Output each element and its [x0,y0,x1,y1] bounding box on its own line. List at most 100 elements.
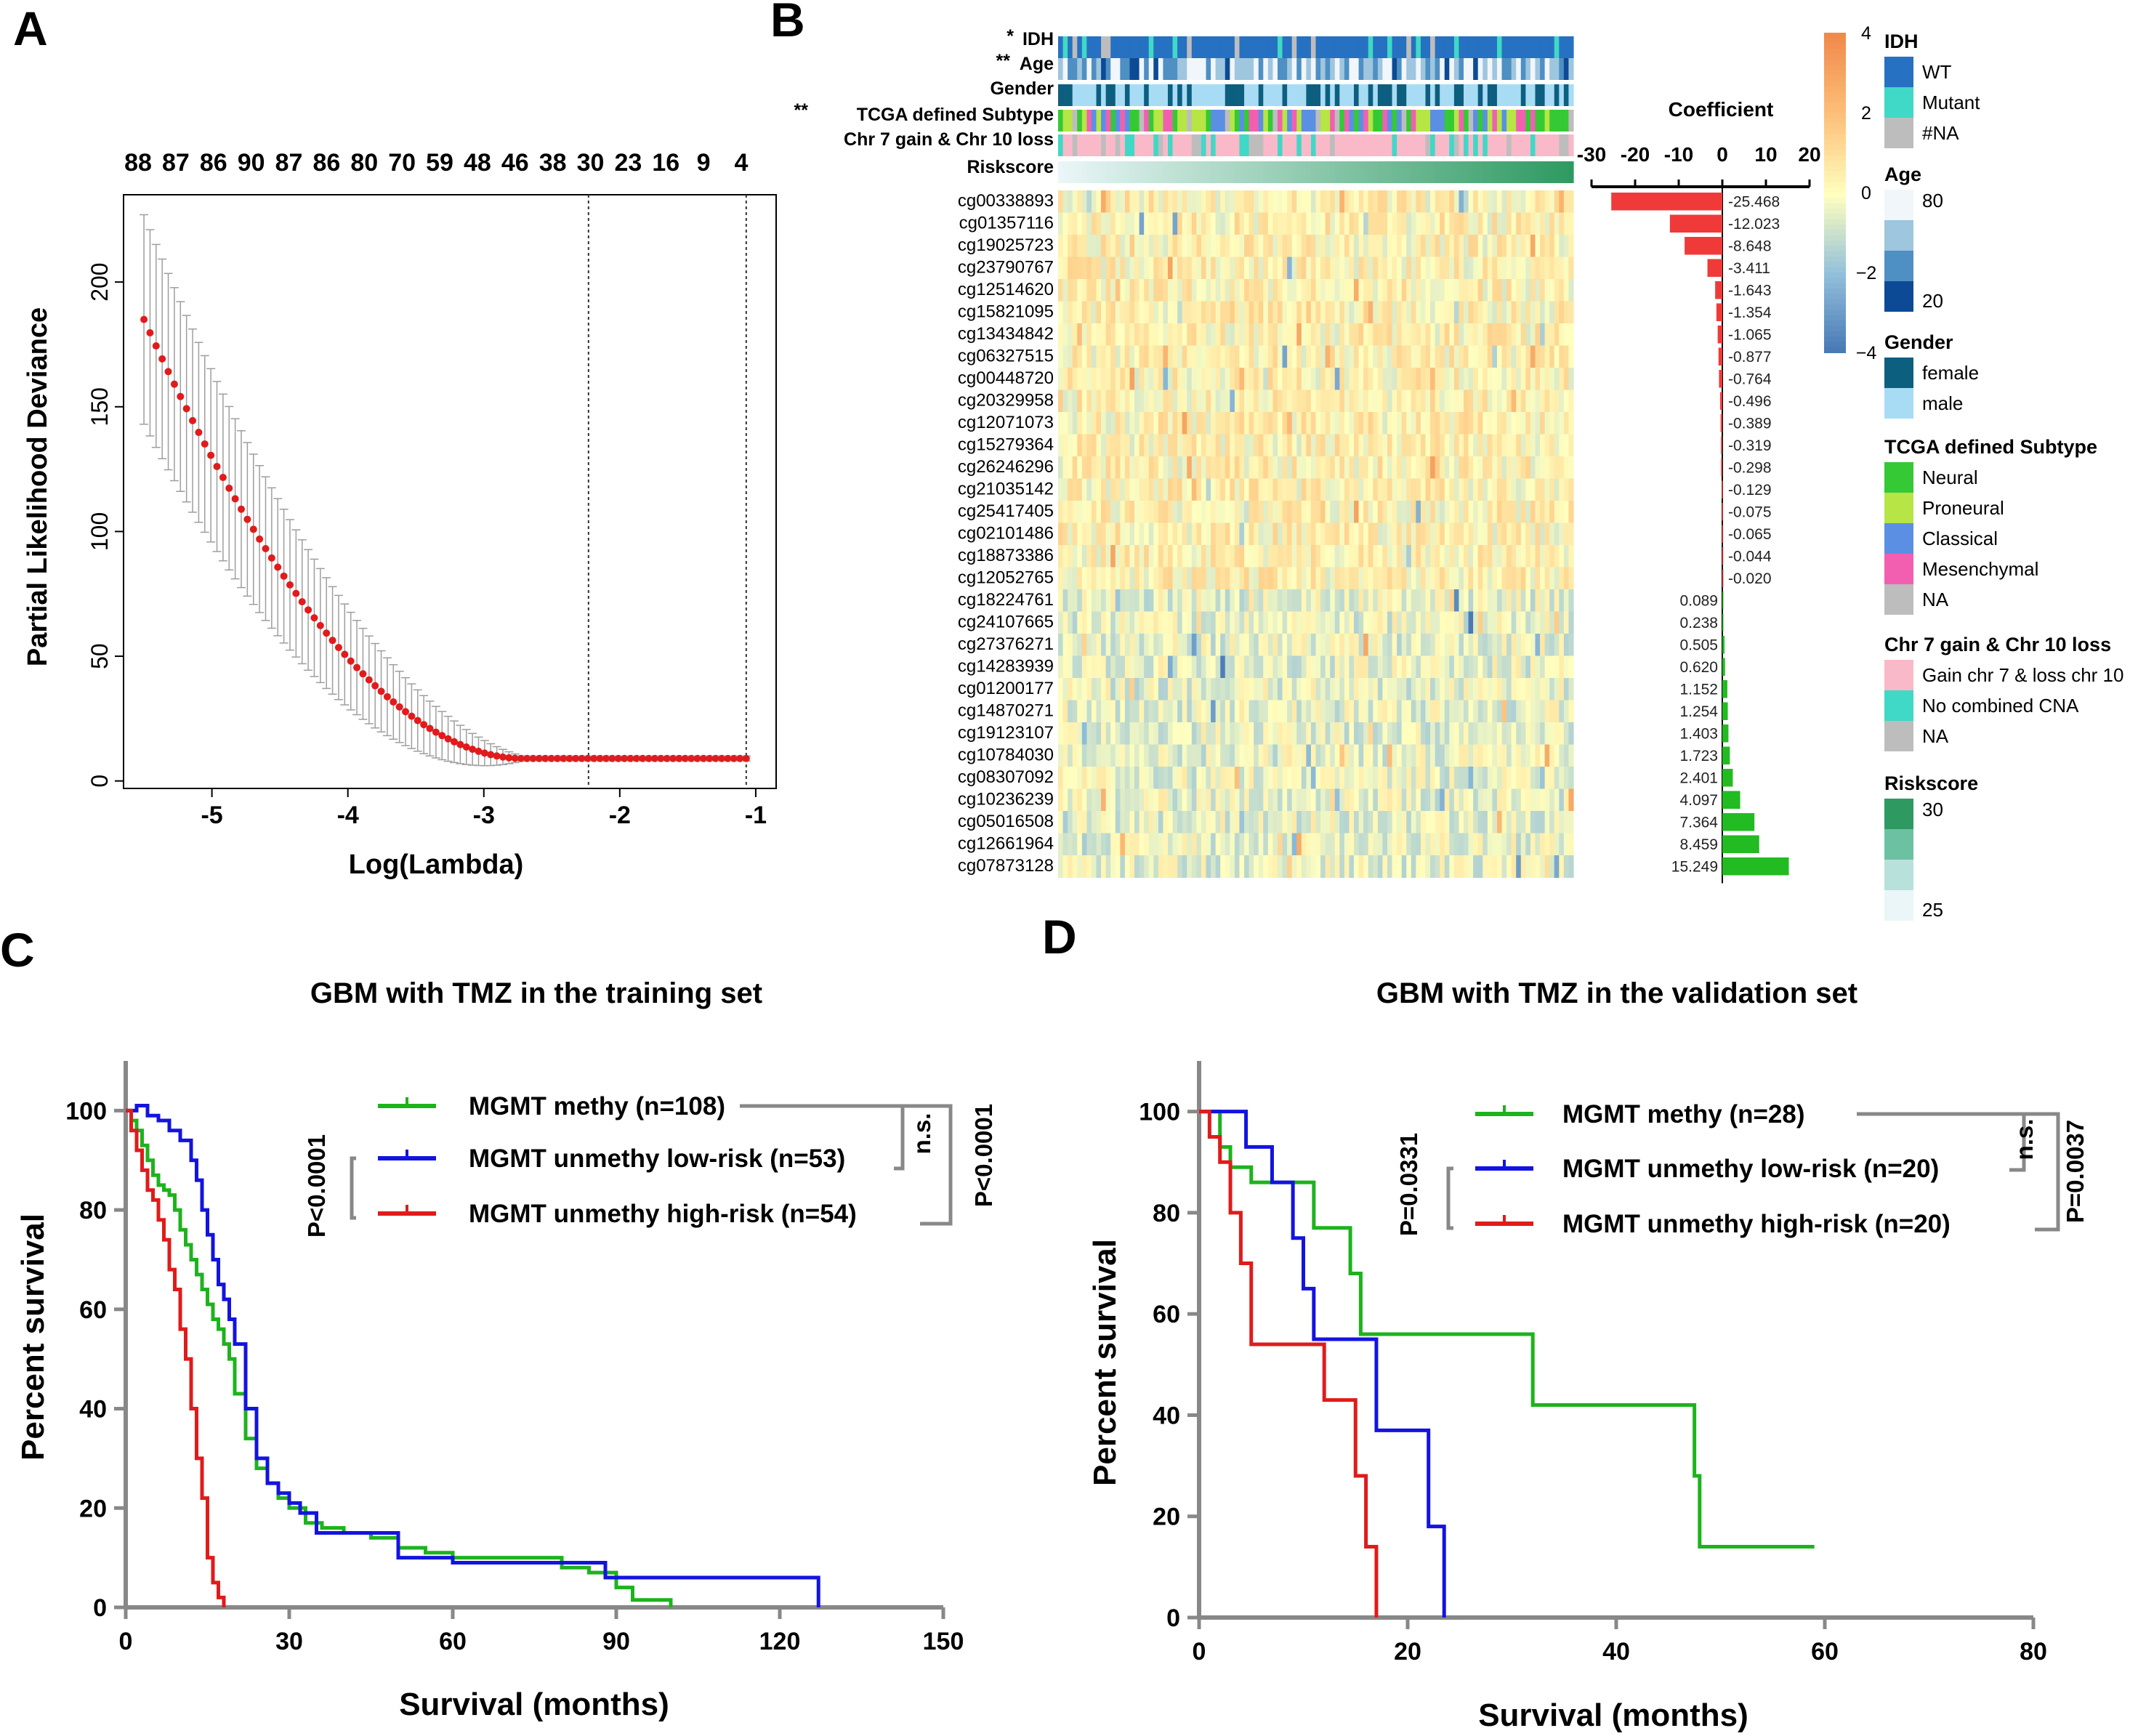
b-heatmap-cell [1325,478,1331,501]
b-heatmap-cell [1487,456,1493,480]
b-heatmap-cell [1182,434,1187,457]
b-heatmap-cell [1287,567,1293,590]
b-heatmap-cell [1201,700,1207,723]
b-heatmap-cell [1277,700,1283,723]
b-colorscale-segment [1824,304,1846,311]
b-heatmap-cell [1392,301,1397,324]
b-annotation-cell [1124,134,1131,156]
b-heatmap-cell [1483,235,1488,258]
b-annotation-cell [1144,134,1150,156]
b-heatmap-cell [1058,434,1064,457]
b-heatmap-cell [1239,323,1245,347]
b-heatmap-cell [1134,323,1140,347]
b-heatmap-cell [1158,855,1164,879]
b-heatmap-cell [1477,744,1483,767]
b-heatmap-cell [1483,811,1488,834]
b-heatmap-cell [1124,478,1131,501]
b-heatmap-cell [1325,722,1331,746]
b-heatmap-cell [1301,722,1307,746]
b-heatmap-cell [1473,611,1479,634]
b-annotation-cell [1320,58,1326,80]
b-annotation-cell [1430,58,1436,80]
b-heatmap-cell [1511,655,1517,679]
b-heatmap-cell [1511,700,1517,723]
b-annotation-cell [1392,58,1397,80]
b-heatmap-cell [1392,235,1397,258]
b-annotation-cell [1392,134,1397,156]
b-heatmap-cell [1320,478,1326,501]
b-heatmap-cell [1239,811,1245,834]
b-heatmap-cell [1368,301,1373,324]
b-heatmap-cell [1086,323,1092,347]
b-heatmap-cell [1535,501,1541,524]
b-heatmap-cell [1392,412,1397,435]
b-heatmap-cell [1501,522,1507,546]
b-heatmap-cell [1344,389,1350,413]
b-heatmap-cell [1086,235,1092,258]
b-heatmap-cell [1406,501,1412,524]
b-heatmap-cell [1124,301,1131,324]
d-x-tick-label: 40 [1602,1638,1630,1666]
b-heatmap-cell [1563,501,1570,524]
b-heatmap-cell [1187,323,1193,347]
b-heatmap-cell [1473,190,1479,214]
b-colorscale-segment [1824,262,1846,268]
b-heatmap-cell [1234,611,1241,634]
b-heatmap-cell [1453,345,1460,368]
b-heatmap-cell [1120,744,1126,767]
b-annotation-cell [1554,84,1560,106]
b-heatmap-cell [1382,368,1388,391]
b-heatmap-cell [1401,855,1407,879]
b-annotation-cell [1110,84,1116,106]
a-deviance-point [426,724,434,732]
b-heatmap-cell [1272,522,1278,546]
b-heatmap-cell [1377,257,1384,280]
b-annotation-cell [1058,161,1064,183]
b-heatmap-cell [1520,368,1526,391]
b-heatmap-cell [1473,567,1479,590]
b-heatmap-cell [1244,567,1250,590]
b-heatmap-cell [1291,434,1297,457]
b-annotation-cell [1425,58,1431,80]
b-heatmap-cell [1230,744,1235,767]
b-annotation-cell [1511,161,1517,183]
b-heatmap-cell [1325,678,1331,701]
b-heatmap-cell [1077,501,1083,524]
b-heatmap-cell [1511,855,1517,879]
b-coef-label: 0.505 [1679,637,1718,654]
b-heatmap-cell [1401,412,1407,435]
b-heatmap-cell [1416,412,1421,435]
b-heatmap-cell [1249,855,1254,879]
b-heatmap-cell [1105,190,1111,214]
b-coef-label: 4.097 [1679,792,1718,809]
b-heatmap-cell [1358,634,1364,657]
b-heatmap-cell [1153,190,1159,214]
b-heatmap-cell [1301,456,1307,480]
b-heatmap-cell [1330,323,1336,347]
b-heatmap-cell [1563,323,1570,347]
b-heatmap-cell [1473,456,1479,480]
b-annotation-cell [1206,110,1211,132]
b-heatmap-cell [1444,301,1450,324]
b-heatmap-cell [1081,833,1087,856]
b-heatmap-cell [1124,389,1131,413]
b-heatmap-cell [1091,522,1097,546]
b-annotation-cell [1191,36,1197,58]
b-heatmap-cell [1563,722,1570,746]
b-heatmap-cell [1191,589,1197,613]
b-annotation-cell [1201,84,1207,106]
b-heatmap-cell [1320,811,1326,834]
b-heatmap-cell [1267,257,1274,280]
a-deviance-point [238,505,246,513]
b-heatmap-cell [1554,788,1560,812]
b-heatmap-cell [1473,722,1479,746]
b-heatmap-cell [1320,212,1326,235]
b-heatmap-cell [1277,767,1283,790]
b-annotation-cell [1072,110,1078,132]
b-heatmap-cell [1105,412,1111,435]
b-heatmap-cell [1191,434,1197,457]
b-heatmap-cell [1129,744,1135,767]
b-heatmap-cell [1225,678,1230,701]
b-heatmap-cell [1287,655,1293,679]
b-annotation-cell [1544,134,1550,156]
